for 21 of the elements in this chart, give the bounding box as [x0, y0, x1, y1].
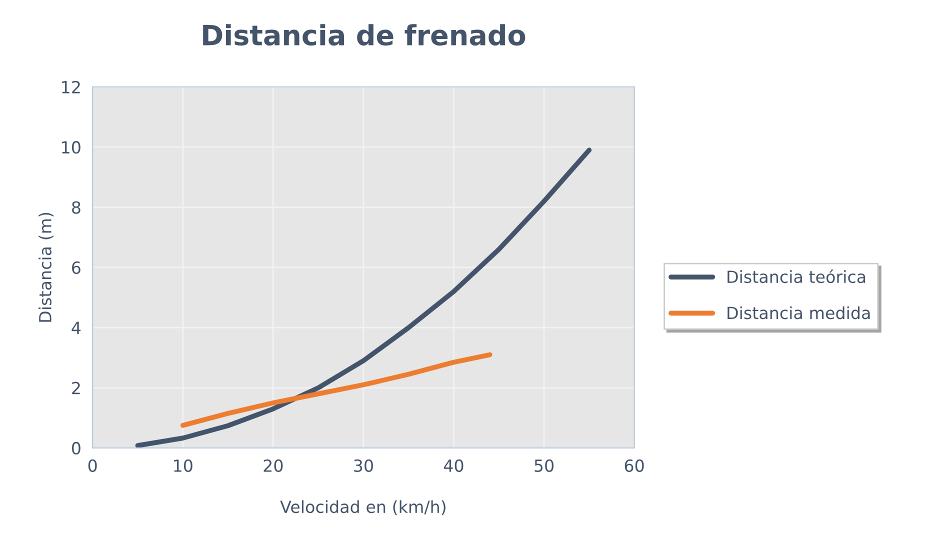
line-series: [180, 352, 492, 428]
x-tick-label: 50: [534, 459, 554, 472]
y-tick-label: 12: [62, 80, 80, 94]
chart-title: Distancia de frenado: [203, 24, 526, 46]
y-tick-label: 2: [72, 382, 80, 394]
legend-label: Distancia teórica: [728, 270, 866, 284]
line-series: [135, 148, 592, 448]
y-tick-label: 6: [72, 261, 80, 274]
legend-label: Distancia medida: [728, 306, 870, 320]
x-tick-label: 10: [174, 459, 192, 472]
y-axis-title: Distancia (m): [38, 212, 54, 322]
y-tick-label: 10: [62, 141, 80, 154]
x-tick-label: 30: [354, 459, 373, 472]
y-tick-label: 4: [72, 322, 81, 334]
y-tick-label: 0: [72, 442, 80, 455]
y-tick-label: 8: [72, 201, 80, 214]
x-axis-title: Velocidad en (km/h): [280, 500, 446, 516]
x-tick-label: 60: [624, 459, 644, 472]
x-tick-label: 20: [264, 459, 283, 472]
x-tick-label: 40: [444, 459, 464, 472]
x-tick-label: 0: [88, 459, 97, 472]
